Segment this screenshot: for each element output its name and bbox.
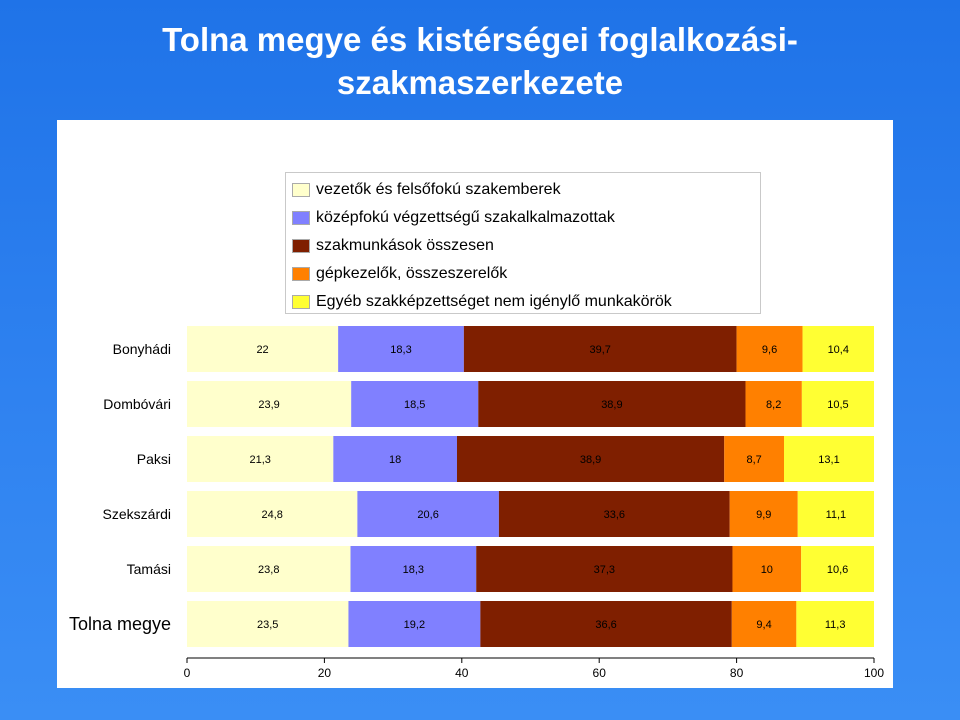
x-tick-label: 0 — [184, 666, 191, 680]
legend-swatch — [292, 295, 310, 309]
bar-segment — [802, 326, 874, 372]
data-label: 13,1 — [818, 454, 839, 466]
data-label: 10,4 — [828, 344, 849, 356]
data-label: 8,2 — [766, 399, 781, 411]
bar-segment — [463, 326, 737, 372]
bar-row: 21,3 18 38,9 8,7 13,1 Paksi — [137, 436, 874, 482]
bar-segment — [357, 491, 499, 537]
data-label: 33,6 — [604, 509, 625, 521]
data-label: 8,7 — [746, 454, 761, 466]
legend-label: szakmunkások összesen — [316, 237, 494, 254]
data-label: 37,3 — [594, 564, 615, 576]
bar-row: 23,5 19,2 36,6 9,4 11,3 Tolna megye — [69, 601, 874, 647]
legend-item: Egyéb szakképzettséget nem igénylő munka… — [292, 288, 760, 316]
data-label: 38,9 — [601, 399, 622, 411]
data-label: 9,6 — [762, 344, 777, 356]
bar-segment — [187, 546, 351, 592]
legend-item: vezetők és felsőfokú szakemberek — [292, 176, 760, 204]
data-label: 23,8 — [258, 564, 279, 576]
legend-item: szakmunkások összesen — [292, 232, 760, 260]
bar-segment — [796, 601, 874, 647]
title-line-2: szakmaszerkezete — [336, 64, 624, 101]
category-label: Tamási — [127, 561, 171, 577]
data-label: 19,2 — [404, 619, 425, 631]
bar-segment — [478, 381, 746, 427]
category-label: Szekszárdi — [103, 506, 171, 522]
x-tick-label: 20 — [318, 666, 332, 680]
legend-item: középfokú végzettségű szakalkalmazottak — [292, 204, 760, 232]
x-tick-label: 40 — [455, 666, 469, 680]
slide-title: Tolna megye és kistérségei foglalkozási-… — [40, 18, 920, 104]
bar-segment — [797, 491, 874, 537]
legend-label: Egyéb szakképzettséget nem igénylő munka… — [316, 293, 672, 310]
bar-segment — [351, 381, 479, 427]
data-label: 18 — [389, 454, 401, 466]
bar-segment — [498, 491, 730, 537]
bar-segment — [187, 491, 358, 537]
bar-segment — [801, 381, 874, 427]
data-label: 9,9 — [756, 509, 771, 521]
chart-legend: vezetők és felsőfokú szakemberek középfok… — [285, 172, 761, 314]
bar-row: 22 18,3 39,7 9,6 10,4 Bonyhádi — [113, 326, 874, 372]
x-tick-label: 80 — [730, 666, 744, 680]
data-label: 39,7 — [590, 344, 611, 356]
legend-swatch — [292, 267, 310, 281]
bar-segment — [729, 491, 798, 537]
category-label: Tolna megye — [69, 614, 171, 634]
data-label: 9,4 — [756, 619, 771, 631]
bar-segment — [745, 381, 802, 427]
title-line-1: Tolna megye és kistérségei foglalkozási- — [162, 21, 798, 58]
stacked-bar-chart: 22 18,3 39,7 9,6 10,4 Bonyhádi 23,9 18,5 38,9 8,2… — [69, 326, 884, 680]
x-tick-label: 100 — [864, 666, 884, 680]
bar-segment — [187, 381, 352, 427]
bar-segment — [333, 436, 457, 482]
data-label: 10 — [761, 564, 773, 576]
bar-segment — [480, 601, 732, 647]
bar-segment — [456, 436, 725, 482]
bar-row: 23,8 18,3 37,3 10 10,6 Tamási — [127, 546, 874, 592]
legend-label: vezetők és felsőfokú szakemberek — [316, 181, 561, 198]
category-label: Dombóvári — [103, 396, 171, 412]
bar-segment — [350, 546, 477, 592]
category-label: Bonyhádi — [113, 341, 171, 357]
bar-row: 24,8 20,6 33,6 9,9 11,1 Szekszárdi — [103, 491, 874, 537]
bar-segment — [732, 546, 802, 592]
bar-segment — [801, 546, 874, 592]
data-label: 11,3 — [825, 619, 846, 631]
bar-segment — [338, 326, 464, 372]
data-label: 23,5 — [257, 619, 278, 631]
data-label: 22 — [256, 344, 268, 356]
x-tick-label: 60 — [593, 666, 607, 680]
category-label: Paksi — [137, 451, 171, 467]
bar-segment — [724, 436, 785, 482]
data-label: 21,3 — [249, 454, 270, 466]
bar-segment — [476, 546, 733, 592]
legend-swatch — [292, 239, 310, 253]
bar-segment — [784, 436, 874, 482]
data-label: 38,9 — [580, 454, 601, 466]
data-label: 10,5 — [827, 399, 848, 411]
data-label: 23,9 — [258, 399, 279, 411]
bar-segment — [187, 326, 339, 372]
data-label: 20,6 — [417, 509, 438, 521]
bar-segment — [187, 601, 349, 647]
legend-label: középfokú végzettségű szakalkalmazottak — [316, 209, 615, 226]
bar-segment — [736, 326, 803, 372]
bar-segment — [731, 601, 797, 647]
data-label: 11,1 — [826, 509, 847, 521]
legend-label: gépkezelők, összeszerelők — [316, 265, 508, 282]
data-label: 24,8 — [261, 509, 282, 521]
data-label: 10,6 — [827, 564, 848, 576]
data-label: 18,5 — [404, 399, 425, 411]
legend-swatch — [292, 183, 310, 197]
data-label: 36,6 — [595, 619, 616, 631]
data-label: 18,3 — [390, 344, 411, 356]
chart-panel: 22 18,3 39,7 9,6 10,4 Bonyhádi 23,9 18,5 38,9 8,2… — [57, 120, 893, 688]
data-label: 18,3 — [403, 564, 424, 576]
bar-segment — [348, 601, 481, 647]
bar-segment — [187, 436, 334, 482]
legend-item: gépkezelők, összeszerelők — [292, 260, 760, 288]
bar-row: 23,9 18,5 38,9 8,2 10,5 Dombóvári — [103, 381, 874, 427]
legend-swatch — [292, 211, 310, 225]
